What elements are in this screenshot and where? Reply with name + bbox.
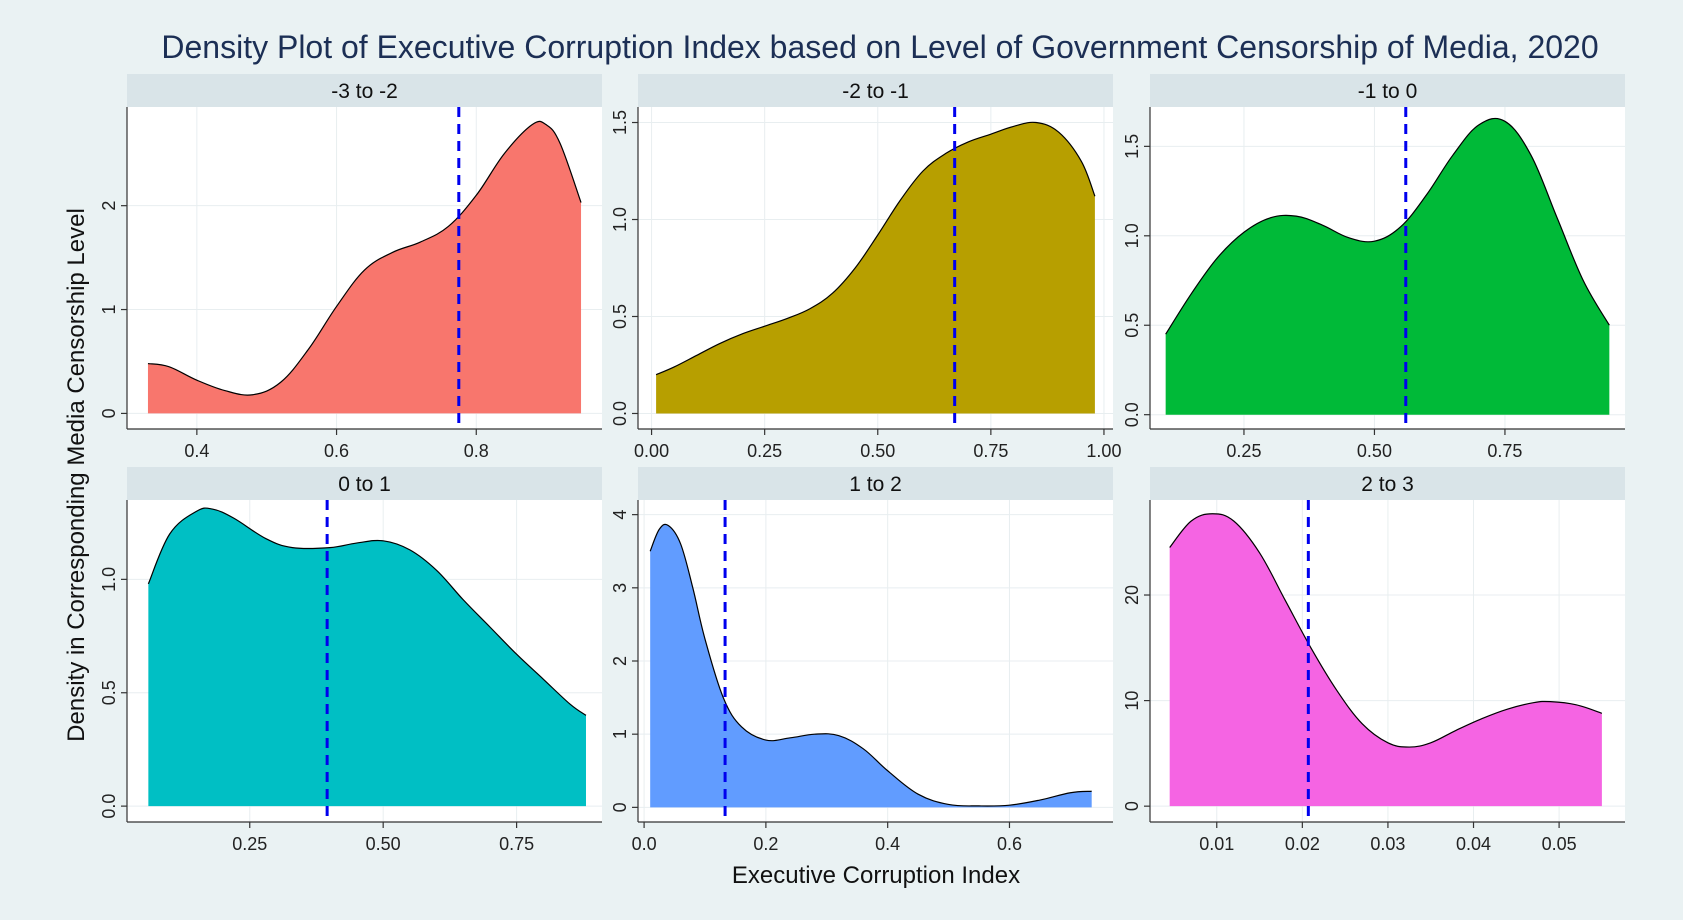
y-tick-label: 10 [1122, 691, 1142, 711]
panel-strip [1150, 74, 1625, 107]
x-tick-label: 1.00 [1086, 441, 1121, 461]
panel-strip [1150, 467, 1625, 500]
x-tick-label: 0.01 [1199, 834, 1234, 854]
x-tick-label: 0.2 [753, 834, 778, 854]
density-curve [147, 120, 582, 396]
density-curve [1169, 513, 1603, 748]
density-curve [1165, 117, 1610, 335]
y-tick-label: 2 [610, 656, 630, 666]
y-tick-label: 0 [1122, 801, 1142, 811]
panel-strip [638, 467, 1113, 500]
y-tick-label: 1.5 [1122, 134, 1142, 159]
x-tick-label: 0.0 [632, 834, 657, 854]
x-tick-label: 0.00 [634, 441, 669, 461]
x-tick-label: 0.6 [997, 834, 1022, 854]
panel-strip-label: -2 to -1 [842, 80, 909, 103]
panel-1: -3 to -2 0.4 0.6 0.8 0 1 2 [99, 74, 602, 461]
y-tick-label: 0 [610, 802, 630, 812]
panel-strip-label: 1 to 2 [849, 473, 902, 496]
x-tick-label: 0.50 [1357, 441, 1392, 461]
panel-strip [638, 74, 1113, 107]
density-area [656, 122, 1095, 414]
y-tick-label: 0.5 [1122, 313, 1142, 338]
panel-strip-label: 2 to 3 [1361, 473, 1414, 496]
y-tick-label: 1.0 [610, 207, 630, 232]
density-area [1165, 118, 1610, 415]
y-tick-label: 0.5 [610, 304, 630, 329]
y-axis-label: Density in Corresponding Media Censorshi… [63, 208, 90, 742]
x-tick-label: 0.05 [1542, 834, 1577, 854]
x-tick-label: 0.25 [1226, 441, 1261, 461]
panel-strip-label: -1 to 0 [1358, 80, 1418, 103]
x-tick-label: 0.50 [366, 834, 401, 854]
y-tick-label: 1 [99, 305, 119, 315]
panel-strip [127, 74, 602, 107]
x-tick-label: 0.8 [464, 441, 489, 461]
panel-3: -1 to 0 0.25 0.50 0.75 0.0 0.5 1.0 1.5 [1122, 74, 1625, 461]
y-tick-label: 1.0 [1122, 223, 1142, 248]
y-tick-label: 20 [1122, 585, 1142, 605]
x-tick-label: 0.04 [1456, 834, 1491, 854]
y-tick-label: 3 [610, 583, 630, 593]
x-tick-label: 0.4 [875, 834, 900, 854]
panel-5: 1 to 2 0.0 0.2 0.4 0.6 0 1 2 3 4 [610, 467, 1113, 854]
panel-2: -2 to -1 0.00 0.25 0.50 0.75 1.00 0.0 0.5 1.0 1.5 [610, 74, 1121, 461]
x-tick-label: 0.25 [747, 441, 782, 461]
x-tick-label: 0.25 [232, 834, 267, 854]
density-area [650, 524, 1092, 808]
y-tick-label: 0 [99, 408, 119, 418]
density-curve [655, 121, 1096, 376]
chart-title: Density Plot of Executive Corruption Ind… [161, 29, 1598, 65]
y-tick-label: 0.0 [99, 794, 119, 819]
panel-strip-label: -3 to -2 [331, 80, 398, 103]
panel-strip-label: 0 to 1 [338, 473, 391, 496]
y-tick-label: 4 [610, 510, 630, 520]
x-tick-label: 0.75 [973, 441, 1008, 461]
panel-strip [127, 467, 602, 500]
x-tick-label: 0.6 [324, 441, 349, 461]
x-axis-label: Executive Corruption Index [732, 862, 1020, 889]
y-tick-label: 0.0 [610, 401, 630, 426]
x-tick-label: 0.75 [1487, 441, 1522, 461]
x-tick-label: 0.50 [860, 441, 895, 461]
x-tick-label: 0.02 [1285, 834, 1320, 854]
density-area [148, 508, 586, 807]
x-tick-label: 0.4 [184, 441, 209, 461]
y-tick-label: 1 [610, 729, 630, 739]
y-tick-label: 0.5 [99, 680, 119, 705]
y-tick-label: 2 [99, 201, 119, 211]
x-tick-label: 0.03 [1370, 834, 1405, 854]
density-curve [147, 507, 587, 716]
panel-6: 2 to 3 0.01 0.02 0.03 0.04 0.05 0 10 20 [1122, 467, 1625, 854]
density-area [147, 121, 582, 414]
y-tick-label: 1.0 [99, 567, 119, 592]
y-tick-label: 0.0 [1122, 402, 1142, 427]
x-tick-label: 0.75 [499, 834, 534, 854]
y-tick-label: 1.5 [610, 110, 630, 135]
panel-4: 0 to 1 0.25 0.50 0.75 0.0 0.5 1.0 [99, 467, 602, 854]
density-curve [649, 523, 1092, 807]
